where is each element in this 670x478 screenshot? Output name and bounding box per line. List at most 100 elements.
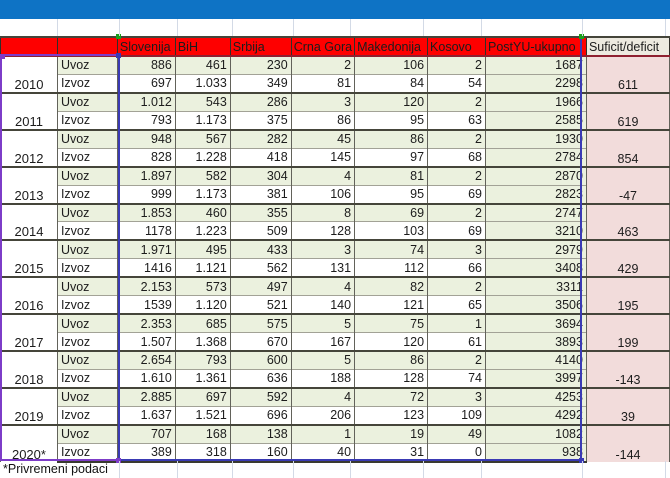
- cell[interactable]: 74: [427, 368, 486, 388]
- cell[interactable]: 4: [290, 165, 356, 186]
- cell[interactable]: 697: [174, 386, 231, 407]
- cell[interactable]: 670: [229, 332, 292, 351]
- suficit-cell[interactable]: 854: [585, 128, 670, 167]
- cell[interactable]: 5: [290, 313, 356, 333]
- cell[interactable]: 69: [354, 202, 429, 222]
- cell[interactable]: 4: [290, 276, 356, 296]
- cell[interactable]: 1966: [485, 91, 587, 112]
- cell[interactable]: 460: [174, 202, 231, 222]
- cell[interactable]: 84: [354, 73, 429, 93]
- row-label-izvoz[interactable]: Izvoz: [56, 221, 118, 241]
- cell[interactable]: 355: [229, 202, 292, 222]
- suficit-cell[interactable]: -144: [585, 423, 670, 462]
- cell[interactable]: 2: [427, 202, 486, 222]
- cell[interactable]: 74: [354, 239, 429, 259]
- cell[interactable]: 1.897: [116, 165, 176, 186]
- cell[interactable]: 497: [229, 276, 292, 296]
- cell[interactable]: 3: [427, 386, 486, 407]
- cell[interactable]: 592: [229, 386, 292, 407]
- row-label-izvoz[interactable]: Izvoz: [56, 184, 118, 204]
- cell[interactable]: 1.610: [116, 368, 176, 388]
- cell[interactable]: 375: [229, 110, 292, 130]
- cell[interactable]: 282: [229, 128, 292, 149]
- cell[interactable]: 81: [354, 165, 429, 186]
- cell[interactable]: 2.353: [116, 313, 176, 333]
- cell[interactable]: 3694: [485, 313, 587, 333]
- cell[interactable]: 2: [427, 165, 486, 186]
- row-label-uvoz[interactable]: Uvoz: [56, 276, 118, 296]
- row-label-uvoz[interactable]: Uvoz: [56, 313, 118, 333]
- cell[interactable]: 2.885: [116, 386, 176, 407]
- cell[interactable]: 72: [354, 386, 429, 407]
- suficit-cell[interactable]: 619: [585, 91, 670, 130]
- cell[interactable]: 2784: [485, 147, 587, 167]
- row-label-uvoz[interactable]: Uvoz: [56, 165, 118, 186]
- suficit-cell[interactable]: -143: [585, 350, 670, 388]
- row-label-izvoz[interactable]: Izvoz: [56, 368, 118, 388]
- suficit-cell[interactable]: 611: [585, 55, 670, 93]
- cell[interactable]: 3210: [485, 221, 587, 241]
- cell[interactable]: 495: [174, 239, 231, 259]
- header-cell[interactable]: Srbija: [229, 36, 292, 57]
- cell[interactable]: 65: [427, 295, 486, 315]
- cell[interactable]: 86: [354, 128, 429, 149]
- cell[interactable]: 86: [290, 110, 356, 130]
- cell[interactable]: 3: [290, 91, 356, 112]
- cell[interactable]: 1.120: [174, 295, 231, 315]
- row-label-izvoz[interactable]: Izvoz: [56, 295, 118, 315]
- cell[interactable]: 697: [116, 73, 176, 93]
- cell[interactable]: 167: [290, 332, 356, 351]
- cell[interactable]: 2870: [485, 165, 587, 186]
- selection-handle-green-top-left[interactable]: [116, 34, 121, 39]
- cell[interactable]: 2979: [485, 239, 587, 259]
- cell[interactable]: 131: [290, 258, 356, 278]
- year-cell[interactable]: 2019: [0, 386, 58, 425]
- cell[interactable]: 938: [485, 442, 587, 463]
- cell[interactable]: 582: [174, 165, 231, 186]
- cell[interactable]: 1.521: [174, 405, 231, 425]
- year-cell[interactable]: 2016: [0, 276, 58, 315]
- cell[interactable]: 418: [229, 147, 292, 167]
- selection-handle-purple-top-left[interactable]: [0, 54, 5, 59]
- cell[interactable]: 3997: [485, 368, 587, 388]
- header-cell[interactable]: Slovenija: [116, 36, 176, 57]
- cell[interactable]: 95: [354, 110, 429, 130]
- row-label-izvoz[interactable]: Izvoz: [56, 405, 118, 425]
- year-cell[interactable]: 2010: [0, 55, 58, 93]
- cell[interactable]: 793: [116, 110, 176, 130]
- cell[interactable]: 81: [290, 73, 356, 93]
- year-cell[interactable]: 2015: [0, 239, 58, 278]
- row-label-izvoz[interactable]: Izvoz: [56, 147, 118, 167]
- cell[interactable]: 1.121: [174, 258, 231, 278]
- cell[interactable]: 509: [229, 221, 292, 241]
- cell[interactable]: 286: [229, 91, 292, 112]
- cell[interactable]: 1.971: [116, 239, 176, 259]
- cell[interactable]: 521: [229, 295, 292, 315]
- cell[interactable]: 1930: [485, 128, 587, 149]
- suficit-cell[interactable]: -47: [585, 165, 670, 204]
- row-label-izvoz[interactable]: Izvoz: [56, 73, 118, 93]
- cell[interactable]: 138: [229, 423, 292, 444]
- cell[interactable]: 2: [290, 54, 356, 75]
- cell[interactable]: 103: [354, 221, 429, 241]
- cell[interactable]: 1416: [116, 258, 176, 278]
- cell[interactable]: 4: [290, 386, 356, 407]
- year-cell[interactable]: 2020*: [0, 423, 58, 462]
- cell[interactable]: 75: [354, 313, 429, 333]
- selection-handle-green-top-right[interactable]: [579, 34, 584, 39]
- cell[interactable]: 999: [116, 184, 176, 204]
- cell[interactable]: 120: [354, 91, 429, 112]
- cell[interactable]: 8: [290, 202, 356, 222]
- cell[interactable]: 1.223: [174, 221, 231, 241]
- cell[interactable]: 2: [427, 128, 486, 149]
- cell[interactable]: 19: [354, 423, 429, 444]
- cell[interactable]: 886: [116, 54, 176, 75]
- cell[interactable]: 575: [229, 313, 292, 333]
- row-label-uvoz[interactable]: Uvoz: [56, 128, 118, 149]
- cell[interactable]: 948: [116, 128, 176, 149]
- cell[interactable]: 3: [427, 239, 486, 259]
- cell[interactable]: 4140: [485, 349, 587, 370]
- cell[interactable]: 1082: [485, 423, 587, 444]
- cell[interactable]: 349: [229, 73, 292, 93]
- cell[interactable]: 2585: [485, 110, 587, 130]
